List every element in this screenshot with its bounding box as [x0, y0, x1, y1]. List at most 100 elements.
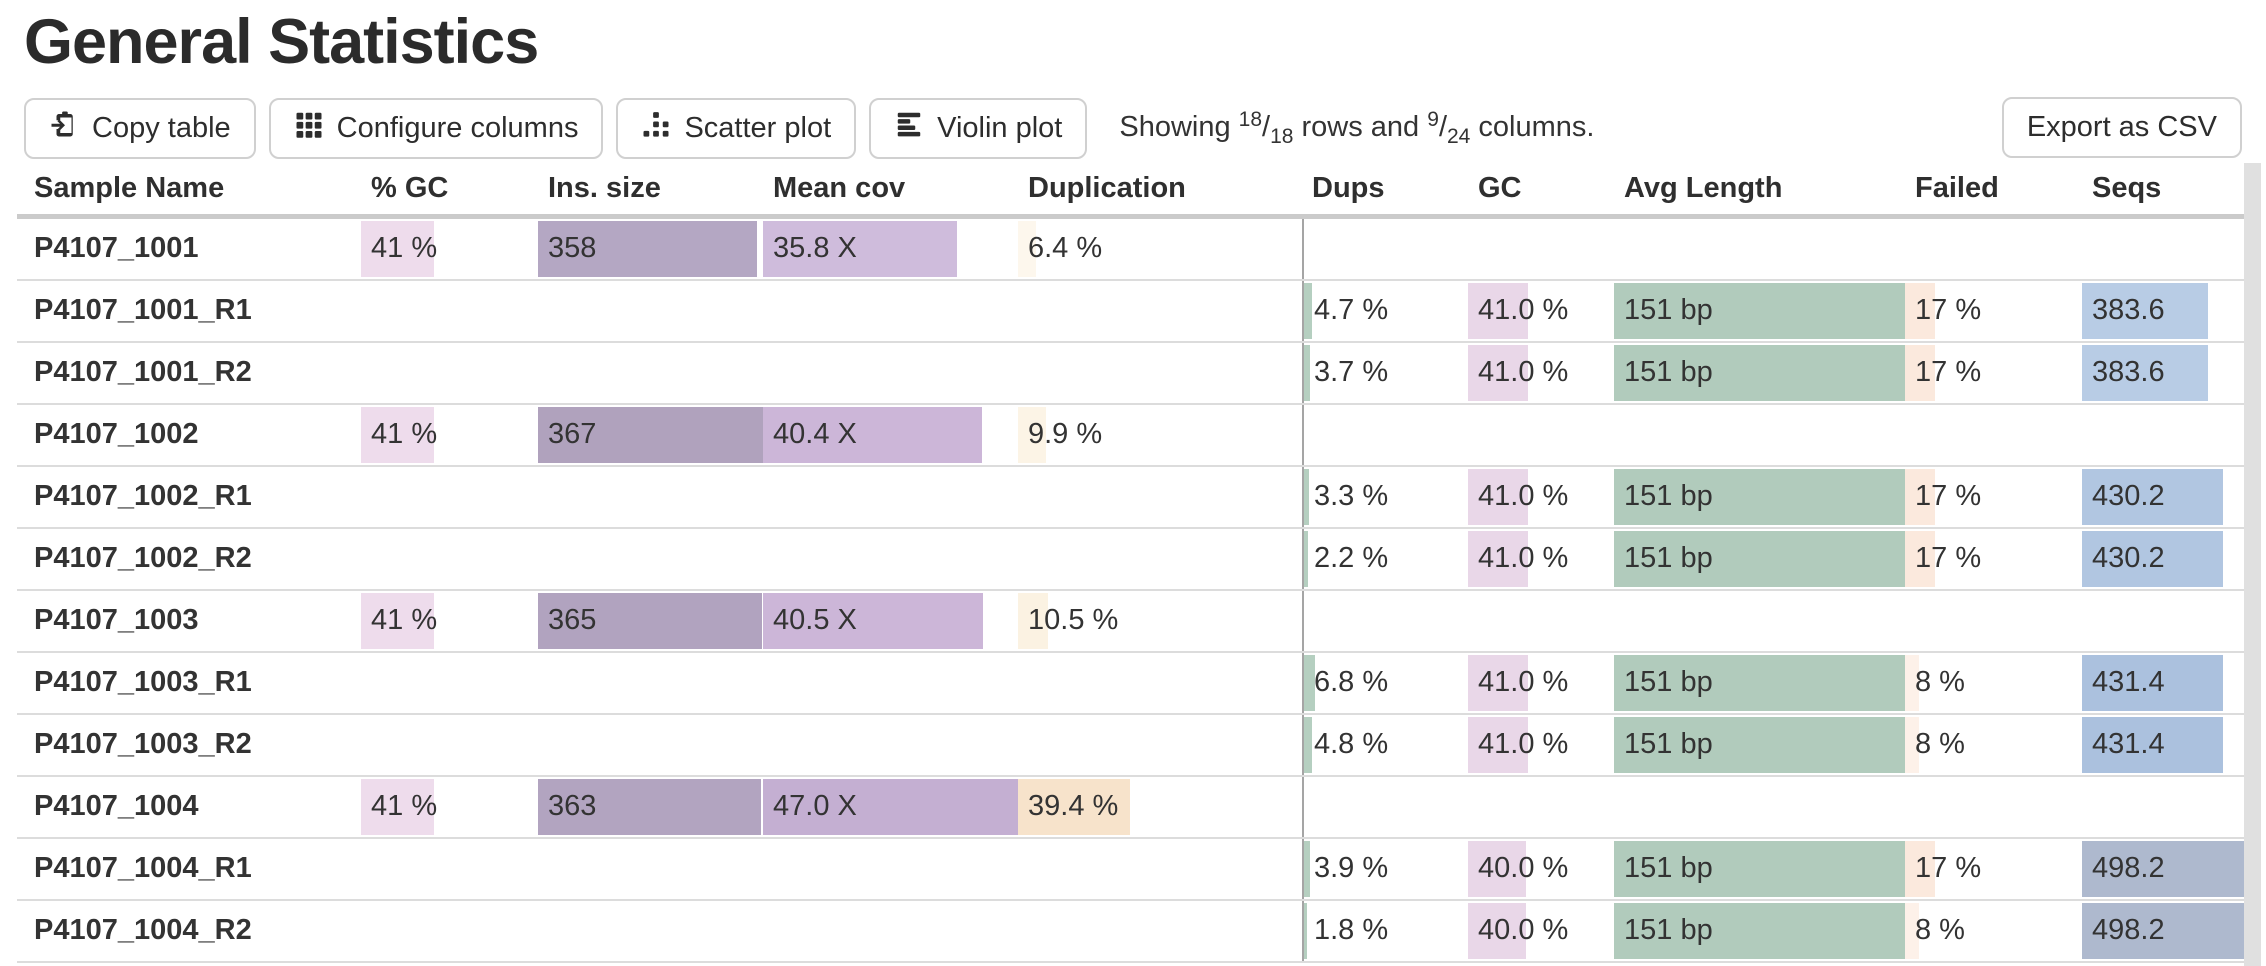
cols-shown: 9	[1427, 107, 1439, 131]
sample-name: P4107_1002_R2	[34, 542, 252, 575]
cell-value: 498.2	[2092, 914, 2165, 947]
value-bar	[1018, 221, 1037, 278]
column-header-failed[interactable]: Failed	[1915, 172, 1999, 205]
cell-value: 2.2 %	[1314, 542, 1389, 575]
value-bar	[1304, 283, 1312, 340]
violin-plot-button[interactable]: Violin plot	[869, 97, 1088, 159]
cell-len: 151 bp	[1614, 839, 1905, 899]
value-bar	[2082, 903, 2245, 960]
cell-dup	[1018, 529, 1302, 589]
cell-len: 151 bp	[1614, 343, 1905, 403]
cell-ins	[538, 715, 763, 775]
value-bar	[538, 407, 763, 464]
rows-shown: 18	[1238, 107, 1263, 131]
cell-dups	[1302, 777, 1468, 838]
column-header-len[interactable]: Avg Length	[1624, 172, 1783, 205]
cell-value: 431.4	[2092, 728, 2165, 761]
cell-failed: 8 %	[1905, 901, 2082, 961]
toolbar: Copy table Configure columns Scatter plo…	[24, 97, 2242, 159]
copy-table-button[interactable]: Copy table	[24, 97, 256, 159]
cell-dup	[1018, 715, 1302, 775]
cell-dup	[1018, 653, 1302, 713]
rows-total: 18	[1270, 124, 1294, 148]
cell-value: 17 %	[1915, 542, 1982, 575]
cell-failed	[1905, 777, 2082, 837]
cell-gc	[361, 715, 538, 775]
cell-value: 6.4 %	[1028, 232, 1103, 265]
cell-gc	[361, 529, 538, 589]
vertical-scrollbar[interactable]	[2244, 163, 2261, 966]
column-header-dup[interactable]: Duplication	[1028, 172, 1186, 205]
cell-gc	[361, 343, 538, 403]
configure-columns-button[interactable]: Configure columns	[268, 97, 604, 159]
general-statistics-table: Sample Name % GC Ins. size Mean cov Duplicat…	[17, 163, 2245, 964]
scatter-plot-button[interactable]: Scatter plot	[616, 97, 857, 159]
cell-sample: P4107_1004	[17, 777, 361, 837]
cell-gc	[361, 281, 538, 341]
column-header-dups[interactable]: Dups	[1312, 172, 1385, 205]
cell-seqs: 498.2	[2082, 901, 2245, 961]
cell-failed: 17 %	[1905, 529, 2082, 589]
column-header-gc2[interactable]: GC	[1478, 172, 1522, 205]
cell-sample: P4107_1001_R1	[17, 281, 361, 341]
cell-len	[1614, 777, 1905, 837]
table-row: P4107_1004_R1 3.9 % 40.0 % 151 bp 17 % 498.2	[17, 839, 2245, 902]
cell-failed	[1905, 219, 2082, 279]
sample-name: P4107_1001_R2	[34, 356, 252, 389]
cell-gc	[361, 901, 538, 961]
cell-failed: 17 %	[1905, 343, 2082, 403]
value-bar	[1905, 655, 1920, 712]
column-header-ins[interactable]: Ins. size	[548, 172, 661, 205]
cell-value: 40.0 %	[1478, 852, 1569, 885]
cell-sample: P4107_1004_R2	[17, 901, 361, 961]
cell-dup	[1018, 901, 1302, 961]
sample-name: P4107_1002_R1	[34, 480, 252, 513]
cell-dups: 2.2 %	[1302, 529, 1468, 590]
cell-value: 151 bp	[1624, 914, 1713, 947]
value-bar	[1468, 283, 1528, 340]
cell-dup	[1018, 467, 1302, 527]
cell-value: 4.7 %	[1314, 294, 1389, 327]
value-bar	[763, 407, 983, 464]
value-bar	[2082, 717, 2224, 774]
cell-value: 41.0 %	[1478, 294, 1569, 327]
cell-gc	[361, 653, 538, 713]
cell-sample: P4107_1003_R2	[17, 715, 361, 775]
cell-value: 151 bp	[1624, 728, 1713, 761]
column-header-gc[interactable]: % GC	[371, 172, 449, 205]
value-bar	[361, 779, 434, 836]
cell-dups: 3.3 %	[1302, 467, 1468, 528]
cell-failed: 17 %	[1905, 467, 2082, 527]
clipboard-icon	[49, 109, 79, 147]
column-header-cov[interactable]: Mean cov	[773, 172, 906, 205]
cell-value: 365	[548, 604, 597, 637]
cell-value: 431.4	[2092, 666, 2165, 699]
cell-seqs: 431.4	[2082, 715, 2245, 775]
value-bar	[1468, 531, 1528, 588]
cell-failed: 8 %	[1905, 653, 2082, 713]
cell-seqs	[2082, 219, 2245, 279]
cell-value: 498.2	[2092, 852, 2165, 885]
sample-name: P4107_1001	[34, 232, 199, 265]
cell-cov: 47.0 X	[763, 777, 1018, 837]
value-bar	[1468, 841, 1527, 898]
value-bar	[1304, 469, 1310, 526]
table-header-row: Sample Name % GC Ins. size Mean cov Duplicat…	[17, 163, 2245, 220]
cell-dups: 3.7 %	[1302, 343, 1468, 404]
cell-cov	[763, 343, 1018, 403]
cell-seqs	[2082, 591, 2245, 651]
cell-gc2: 40.0 %	[1468, 901, 1614, 961]
column-header-seqs[interactable]: Seqs	[2092, 172, 2162, 205]
column-header-sample[interactable]: Sample Name	[34, 172, 225, 205]
cell-value: 3.3 %	[1314, 480, 1389, 513]
cell-ins	[538, 343, 763, 403]
sample-name: P4107_1001_R1	[34, 294, 252, 327]
cell-value: 47.0 X	[773, 790, 857, 823]
export-csv-button[interactable]: Export as CSV	[2001, 97, 2242, 159]
value-bar	[538, 779, 761, 836]
cell-seqs: 498.2	[2082, 839, 2245, 899]
cell-failed: 17 %	[1905, 281, 2082, 341]
sample-name: P4107_1004_R1	[34, 852, 252, 885]
cell-seqs: 383.6	[2082, 281, 2245, 341]
value-bar	[2082, 655, 2224, 712]
